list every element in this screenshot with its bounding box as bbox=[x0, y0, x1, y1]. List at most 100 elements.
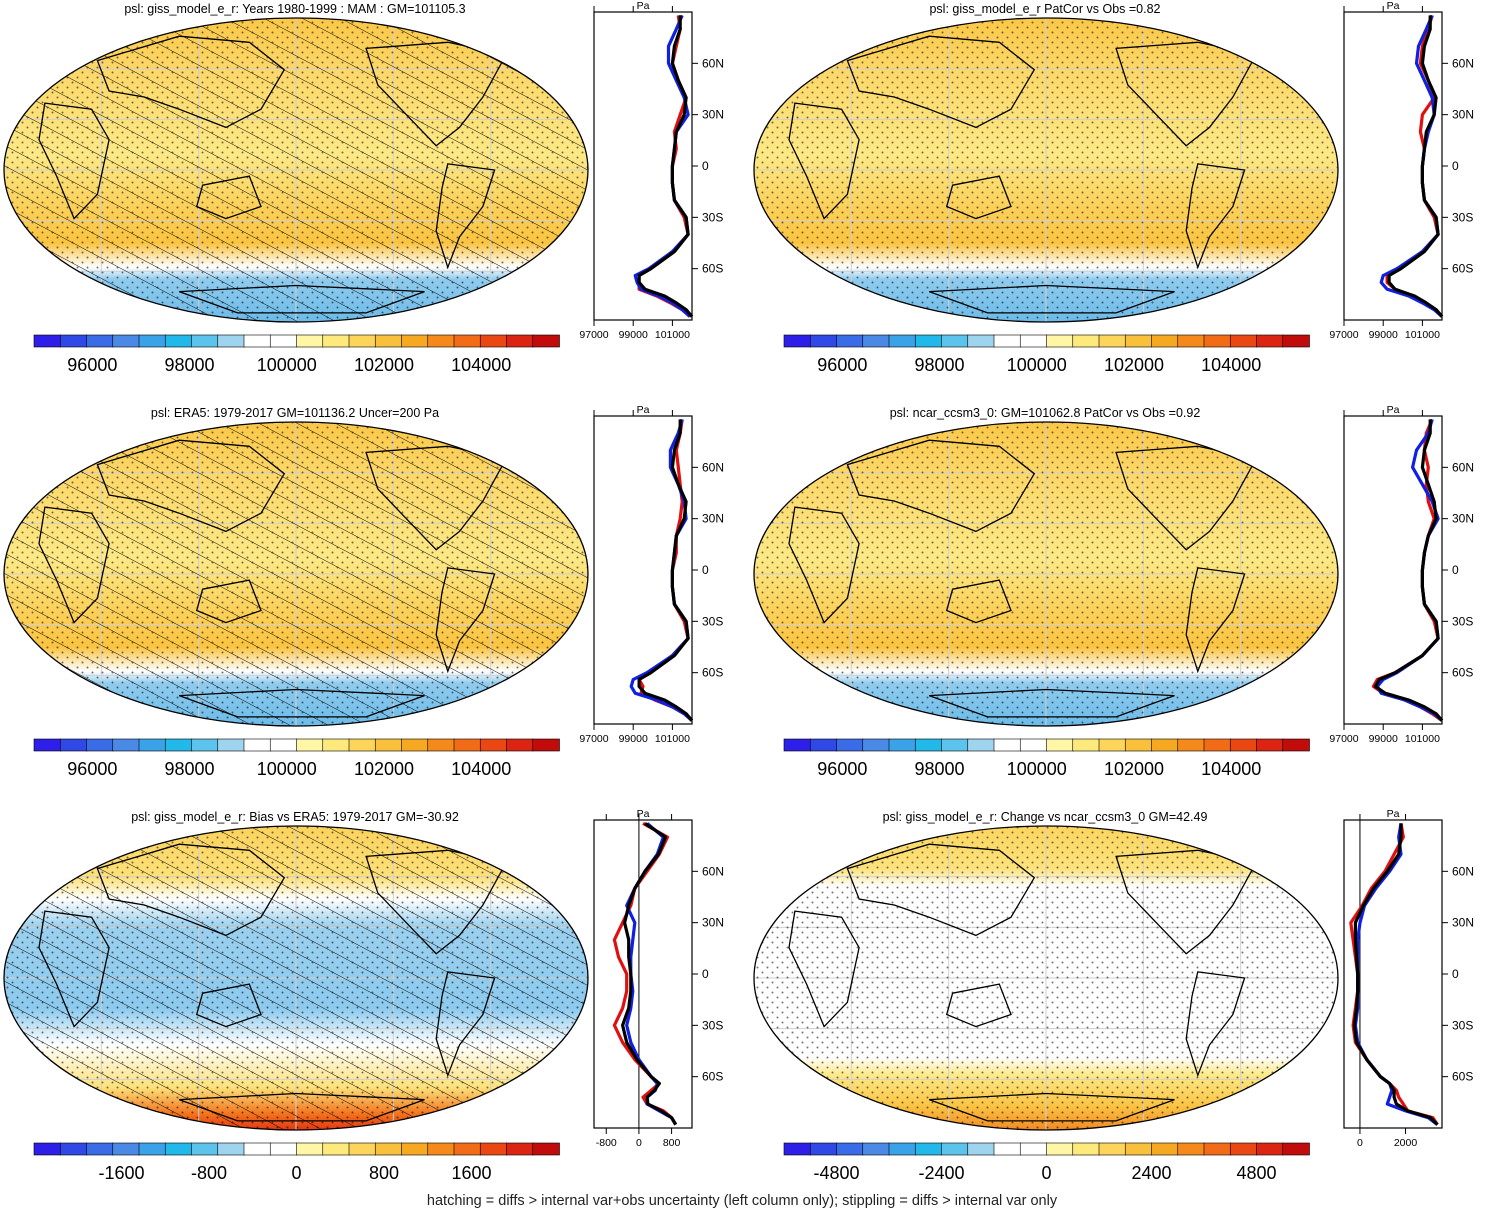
profile-lat-tick-label: 30S bbox=[702, 210, 723, 224]
profile-lat-tick-label: 60N bbox=[1452, 864, 1474, 878]
colorbar-box bbox=[967, 1142, 995, 1156]
colorbar-box bbox=[112, 738, 140, 752]
colorbar-box bbox=[1151, 334, 1179, 348]
map bbox=[4, 18, 588, 322]
colorbar-box bbox=[1229, 334, 1258, 348]
colorbar-tick-label: 98000 bbox=[915, 355, 965, 375]
profile-x-tick-label: 0 bbox=[1357, 1137, 1363, 1149]
profile-lat-tick-label: 60N bbox=[702, 460, 724, 474]
colorbar-tick-label: 100000 bbox=[1007, 759, 1067, 779]
profile-frame bbox=[1343, 11, 1443, 321]
map-border bbox=[753, 421, 1339, 727]
colorbar-tick-label: 4800 bbox=[1236, 1163, 1276, 1183]
colorbar-box bbox=[783, 1142, 812, 1156]
colorbar-tick-label: 102000 bbox=[1104, 759, 1164, 779]
colorbar-box bbox=[1151, 1142, 1179, 1156]
panel-title: psl: giss_model_e_r: Bias vs ERA5: 1979-… bbox=[131, 810, 459, 824]
colorbar-box bbox=[1151, 738, 1179, 752]
colorbar-box bbox=[862, 738, 890, 752]
profile-lat-tick-label: 30N bbox=[702, 108, 724, 122]
colorbar-box bbox=[453, 738, 482, 752]
colorbar-box bbox=[1072, 1142, 1100, 1156]
colorbar-tick-label: -1600 bbox=[98, 1163, 144, 1183]
colorbar-tick-label: 104000 bbox=[451, 759, 511, 779]
colorbar-box bbox=[809, 738, 838, 752]
colorbar-box bbox=[374, 334, 403, 348]
colorbar-box bbox=[1229, 1142, 1258, 1156]
colorbar-tick-label: 0 bbox=[291, 1163, 301, 1183]
profile-lat-tick-label: 60N bbox=[1452, 56, 1474, 70]
colorbar-box bbox=[1019, 738, 1048, 752]
colorbar-box bbox=[479, 738, 508, 752]
colorbar-tick-label: 0 bbox=[1041, 1163, 1051, 1183]
colorbar-box bbox=[164, 334, 193, 348]
profile-lat-tick-label: 60S bbox=[1452, 262, 1473, 276]
colorbar-box bbox=[1124, 738, 1153, 752]
colorbar-box bbox=[453, 334, 482, 348]
colorbar-tick-label: 1600 bbox=[451, 1163, 491, 1183]
profile-x-tick-label: 97000 bbox=[1329, 329, 1358, 341]
colorbar-box bbox=[993, 334, 1022, 348]
colorbar-tick-label: 98000 bbox=[915, 759, 965, 779]
colorbar-tick-label: 96000 bbox=[67, 355, 117, 375]
zonal-profile: Pa -800 0 800 60N 30N 0 30S 60S bbox=[593, 808, 724, 1149]
profile-line-3 bbox=[620, 822, 678, 1126]
profile-x-tick-label: -800 bbox=[596, 1137, 617, 1149]
colorbar-box bbox=[243, 738, 272, 752]
colorbar-box bbox=[1203, 334, 1232, 348]
colorbar-box bbox=[86, 1142, 114, 1156]
profile-unit: Pa bbox=[1387, 808, 1400, 820]
colorbar-box bbox=[506, 1142, 534, 1156]
profile-x-tick-label: 2000 bbox=[1394, 1137, 1418, 1149]
colorbar-tick-label: -4800 bbox=[813, 1163, 859, 1183]
profile-lat-tick-label: 0 bbox=[1452, 563, 1459, 577]
colorbar-box bbox=[164, 738, 193, 752]
colorbar-box bbox=[836, 738, 864, 752]
colorbar-box bbox=[59, 334, 88, 348]
zonal-profile: Pa 97000 99000 101000 60N 30N 0 30S 60S bbox=[579, 404, 724, 745]
colorbar-box bbox=[1203, 738, 1232, 752]
colorbar-box bbox=[1072, 738, 1100, 752]
profile-lat-tick-label: 60N bbox=[1452, 460, 1474, 474]
profile-lat-tick-label: 30N bbox=[1452, 108, 1474, 122]
colorbar-box bbox=[941, 738, 969, 752]
colorbar-box bbox=[506, 334, 534, 348]
map-border bbox=[3, 421, 589, 727]
map-border bbox=[753, 825, 1339, 1131]
colorbar-box bbox=[348, 738, 377, 752]
colorbar-tick-label: 100000 bbox=[257, 355, 317, 375]
colorbar-box bbox=[322, 334, 350, 348]
colorbar-box bbox=[1019, 334, 1048, 348]
colorbar-box bbox=[322, 1142, 350, 1156]
colorbar-box bbox=[427, 1142, 455, 1156]
colorbar-box bbox=[217, 334, 245, 348]
colorbar-box bbox=[506, 738, 534, 752]
colorbar-box bbox=[1098, 1142, 1127, 1156]
colorbar-box bbox=[532, 1142, 560, 1156]
colorbar-box bbox=[1098, 334, 1127, 348]
colorbar-box bbox=[33, 334, 62, 348]
colorbar-box bbox=[138, 1142, 167, 1156]
colorbar-tick-label: 100000 bbox=[1007, 355, 1067, 375]
profile-lat-tick-label: 30N bbox=[702, 916, 724, 930]
colorbar-box bbox=[1046, 738, 1074, 752]
colorbar-box bbox=[33, 1142, 62, 1156]
profile-lat-tick-label: 30N bbox=[1452, 512, 1474, 526]
panel-1: psl: giss_model_e_r: Years 1980-1999 : M… bbox=[3, 0, 724, 375]
colorbar-tick-label: 102000 bbox=[354, 759, 414, 779]
colorbar-box bbox=[86, 738, 114, 752]
colorbar-box bbox=[1098, 738, 1127, 752]
profile-frame bbox=[593, 415, 693, 725]
colorbar-box bbox=[479, 334, 508, 348]
colorbar-box bbox=[191, 738, 219, 752]
colorbar-box bbox=[532, 334, 560, 348]
map bbox=[754, 826, 1338, 1130]
profile-lat-tick-label: 0 bbox=[702, 967, 709, 981]
map bbox=[4, 422, 588, 726]
profile-lat-tick-label: 30N bbox=[1452, 916, 1474, 930]
colorbar-box bbox=[269, 334, 298, 348]
colorbar-tick-label: 102000 bbox=[354, 355, 414, 375]
profile-lat-tick-label: 0 bbox=[1452, 159, 1459, 173]
profile-lat-tick-label: 30S bbox=[1452, 1018, 1473, 1032]
colorbar-box bbox=[479, 1142, 508, 1156]
